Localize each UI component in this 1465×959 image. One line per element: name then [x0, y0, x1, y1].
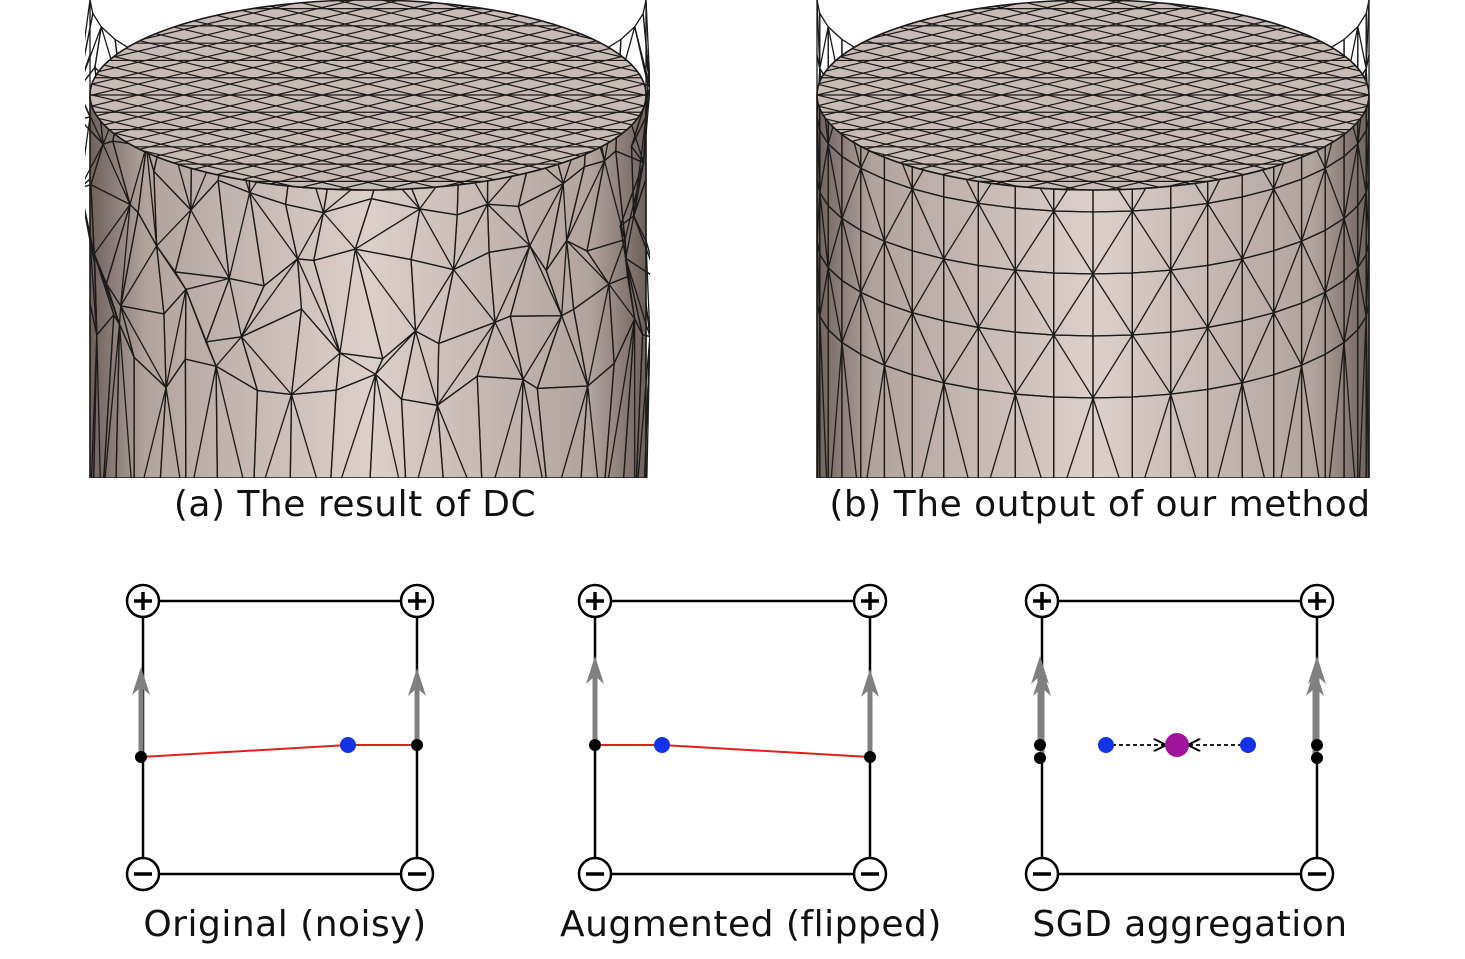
vertex-point: [340, 737, 356, 753]
surface-line: [595, 745, 870, 757]
vertex-point: [1240, 737, 1256, 753]
plus-circle-icon: [1301, 585, 1333, 617]
minus-circle-icon: [1026, 858, 1058, 890]
plus-circle-icon: [1026, 585, 1058, 617]
caption-augmented-flipped: Augmented (flipped): [560, 904, 930, 945]
caption-dc-result: (a) The result of DC: [140, 484, 570, 525]
edge-intersection-point: [411, 739, 423, 751]
caption-our-method: (b) The output of our method: [820, 484, 1380, 525]
normal-arrow-icon: [408, 668, 426, 744]
minus-circle-icon: [401, 858, 433, 890]
plus-circle-icon: [401, 585, 433, 617]
minus-circle-icon: [127, 858, 159, 890]
normal-arrow-icon: [861, 669, 879, 757]
edge-intersection-point: [864, 751, 876, 763]
edge-intersection-point: [1311, 739, 1323, 751]
plus-circle-icon: [127, 585, 159, 617]
edge-intersection-point: [135, 751, 147, 763]
cell-diagrams: [127, 585, 1333, 890]
edge-intersection-point: [589, 739, 601, 751]
aggregated-vertex-point: [1165, 733, 1189, 757]
minus-circle-icon: [1301, 858, 1333, 890]
caption-original-noisy: Original (noisy): [130, 904, 440, 945]
vertex-point: [654, 737, 670, 753]
plus-circle-icon: [854, 585, 886, 617]
edge-intersection-point: [1034, 739, 1046, 751]
normal-arrow-icon: [586, 656, 604, 744]
surface-line: [141, 745, 417, 757]
edge-intersection-point: [1034, 752, 1046, 764]
minus-circle-icon: [579, 858, 611, 890]
plus-circle-icon: [579, 585, 611, 617]
edge-intersection-point: [1311, 752, 1323, 764]
minus-circle-icon: [854, 858, 886, 890]
cell-border: [143, 601, 417, 874]
normal-arrow-icon: [132, 667, 150, 757]
vertex-point: [1098, 737, 1114, 753]
cell-border: [595, 601, 870, 874]
caption-sgd-aggregation: SGD aggregation: [1030, 904, 1350, 945]
